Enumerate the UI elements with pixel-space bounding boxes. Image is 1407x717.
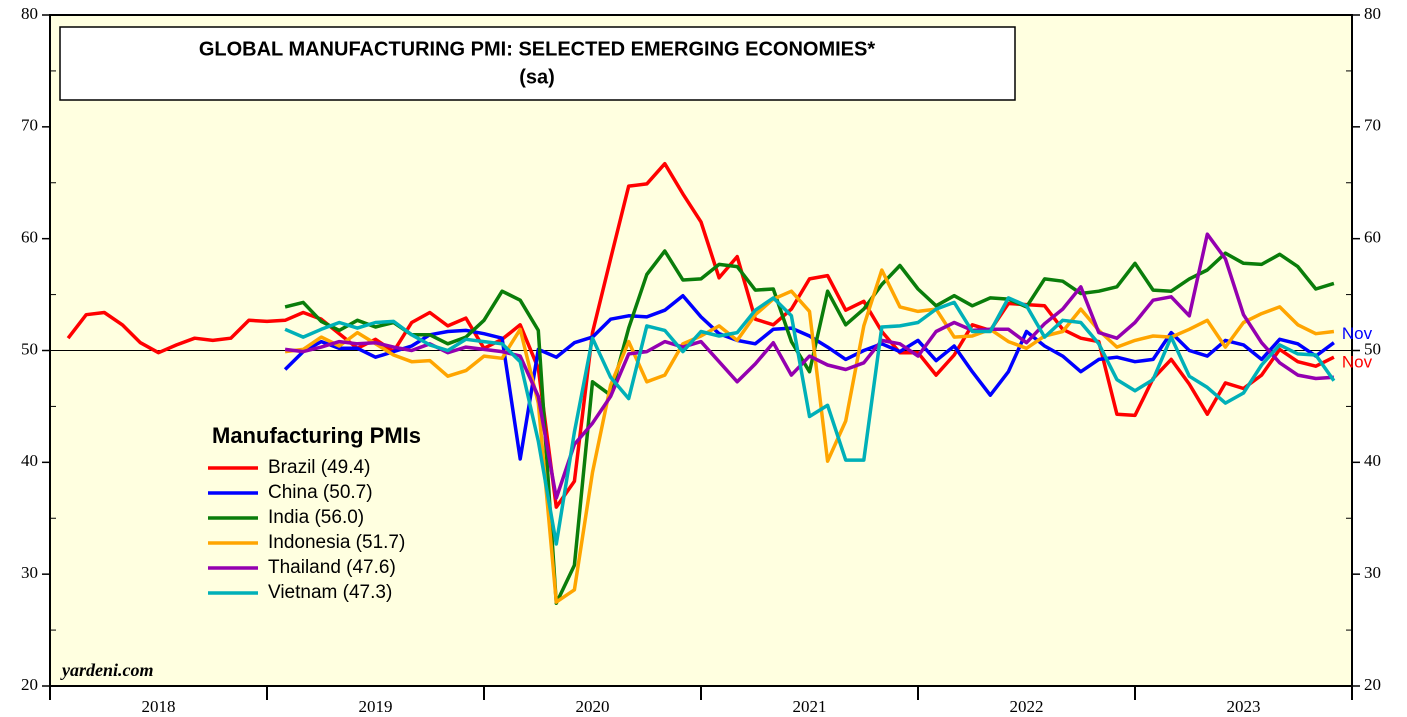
legend-label: India (56.0) [268,507,364,528]
x-tick-label: 2018 [142,697,176,716]
y2-tick-label: 60 [1364,228,1381,247]
y2-tick-label: 80 [1364,4,1381,23]
legend-label: Thailand (47.6) [268,557,396,578]
x-tick-label: 2020 [576,697,610,716]
y2-tick-label: 70 [1364,116,1381,135]
series-line [283,293,1335,461]
series-line [284,268,1335,604]
y-tick-label: 70 [21,116,38,135]
series-line [66,161,1335,509]
y-tick-label: 60 [21,228,38,247]
legend-title: Manufacturing PMIs [212,423,421,448]
y-tick-label: 40 [21,451,38,470]
chart-subtitle: (sa) [519,66,555,88]
end-label: Nov [1342,324,1373,343]
marks: 20 30 40 50 60 70 80 20 30 40 50 60 70 80 2018 2019 2020… [21,4,1381,716]
y-tick-label: 20 [21,675,38,694]
legend-label: Vietnam (47.3) [268,582,392,603]
x-tick-label: 2022 [1010,697,1044,716]
x-tick-label: 2019 [359,697,393,716]
x-tick-label: 2021 [793,697,827,716]
y2-tick-label: 50 [1364,339,1381,358]
y2-tick-label: 40 [1364,451,1381,470]
legend-label: Brazil (49.4) [268,457,370,478]
series-line [284,232,1335,500]
series-line [284,296,1336,546]
title-box [59,26,1016,101]
legend-label: Indonesia (51.7) [268,532,405,553]
legend-label: China (50.7) [268,482,373,503]
y2-tick-label: 30 [1364,563,1381,582]
y-tick-label: 80 [21,4,38,23]
chart-title: GLOBAL MANUFACTURING PMI: SELECTED EMERG… [199,38,876,60]
end-label: Nov [1342,353,1373,372]
y2-tick-label: 20 [1364,675,1381,694]
y-tick-label: 50 [21,339,38,358]
y-tick-label: 30 [21,563,38,582]
x-tick-label: 2023 [1227,697,1261,716]
source: yardeni.com [60,660,154,680]
series-line [284,249,1335,605]
